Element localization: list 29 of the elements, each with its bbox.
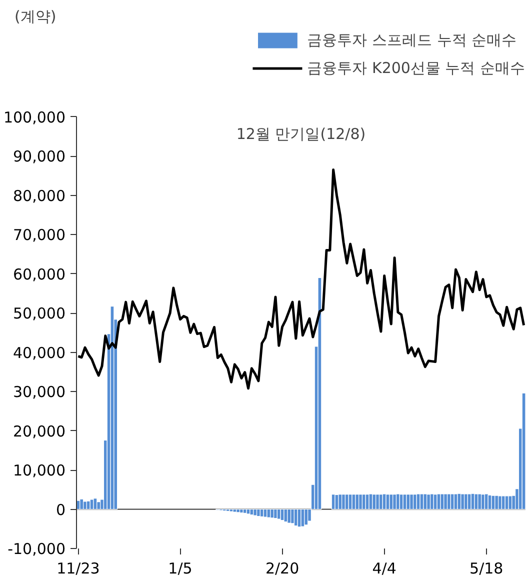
x-tick-label: 4/4 — [372, 560, 396, 578]
y-tick-label: 90,000 — [13, 148, 66, 166]
x-tick-label: 5/18 — [470, 560, 504, 578]
bar — [522, 392, 526, 510]
bar — [304, 508, 308, 526]
y-tick-label: 10,000 — [13, 462, 66, 480]
y-tick-label: 70,000 — [13, 226, 66, 244]
y-tick-label: -10,000 — [8, 540, 66, 558]
line-series — [76, 168, 526, 390]
x-tick-label: 2/20 — [265, 560, 300, 578]
legend-label: 금융투자 K200선물 누적 순매수 — [307, 58, 525, 78]
bar — [80, 498, 84, 510]
y-tick-label: 50,000 — [13, 304, 66, 323]
legend-label: 금융투자 스프레드 누적 순매수 — [307, 30, 517, 50]
x-tick-label: 11/23 — [56, 560, 100, 578]
bar — [318, 277, 322, 510]
bar — [86, 500, 90, 510]
y-tick-label: 80,000 — [13, 186, 66, 205]
annotation: 12월 만기일(12/8) — [236, 124, 366, 143]
y-tick-label: 100,000 — [3, 108, 66, 126]
text: (계약) — [14, 8, 56, 26]
y-tick-label: 0 — [56, 500, 66, 519]
x-tick-label: 1/5 — [168, 560, 192, 578]
y-tick-label: 40,000 — [13, 344, 66, 362]
y-tick-label: 20,000 — [13, 422, 66, 440]
bar — [232, 508, 237, 512]
y-tick-label: 30,000 — [13, 383, 66, 402]
y-tick-label: 60,000 — [13, 265, 66, 284]
bar — [93, 498, 98, 510]
